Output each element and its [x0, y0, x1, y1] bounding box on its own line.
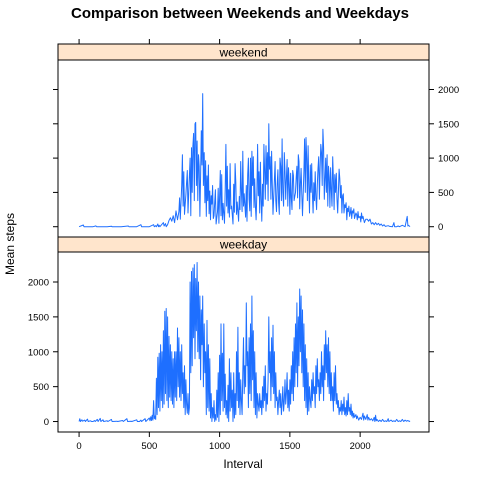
series-line-weekday	[78, 262, 411, 422]
y-axis-label: Mean steps	[3, 213, 17, 275]
panel-weekend: weekend 0 500 1000 1500 2000	[53, 43, 459, 238]
panel-weekday: weekday 0 500 1000 1500 2000	[28, 236, 434, 433]
y-tick-label-weekday-1000: 1000	[28, 347, 49, 358]
y-tick-label-weekday-500: 500	[33, 382, 49, 393]
y-tick-label-weekend-500: 500	[438, 188, 454, 199]
x-tick-label-1000: 1000	[209, 441, 230, 452]
panels-group: weekend 0 500 1000 1500 2000 weekday 0 500 1000 15…	[28, 39, 459, 452]
y-tick-label-weekend-1500: 1500	[438, 119, 459, 130]
strip-label-weekend: weekend	[218, 46, 267, 60]
x-axis-label: Interval	[223, 457, 262, 471]
chart-title: Comparison between Weekends and Weekdays	[71, 5, 409, 22]
series-line-weekend	[78, 93, 411, 228]
y-tick-label-weekend-0: 0	[438, 222, 443, 233]
x-tick-label-2000: 2000	[350, 441, 371, 452]
y-tick-label-weekend-1000: 1000	[438, 154, 459, 165]
panel-frame-weekend	[57, 59, 430, 238]
x-tick-label-0: 0	[76, 441, 81, 452]
strip-label-weekday: weekday	[219, 238, 267, 252]
x-tick-label-1500: 1500	[279, 441, 300, 452]
y-tick-label-weekday-0: 0	[44, 417, 49, 428]
y-tick-label-weekday-2000: 2000	[28, 278, 49, 289]
y-tick-label-weekday-1500: 1500	[28, 312, 49, 323]
y-tick-label-weekend-2000: 2000	[438, 85, 459, 96]
x-tick-label-500: 500	[141, 441, 157, 452]
panel-frame-weekday	[57, 251, 430, 433]
